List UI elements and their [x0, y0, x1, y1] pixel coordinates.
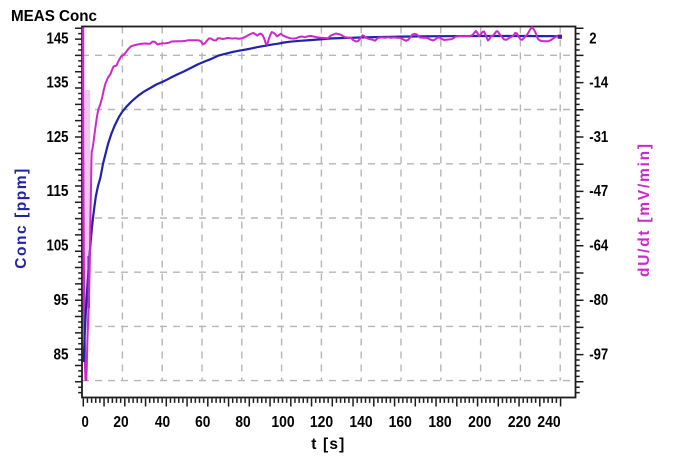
svg-text:-80: -80 — [589, 292, 608, 309]
svg-text:-14: -14 — [589, 74, 608, 91]
svg-text:220: 220 — [508, 414, 531, 431]
svg-text:125: 125 — [47, 129, 69, 146]
svg-text:-47: -47 — [589, 183, 608, 200]
svg-text:-64: -64 — [589, 238, 608, 255]
svg-text:-97: -97 — [589, 346, 608, 363]
svg-text:dU/dt [mV/min]: dU/dt [mV/min] — [636, 144, 653, 277]
svg-text:200: 200 — [468, 414, 491, 431]
svg-text:Conc [ppm]: Conc [ppm] — [13, 169, 30, 269]
svg-text:85: 85 — [54, 346, 69, 363]
svg-text:-31: -31 — [589, 129, 608, 146]
svg-text:180: 180 — [428, 414, 451, 431]
svg-text:135: 135 — [47, 74, 69, 91]
svg-text:95: 95 — [54, 292, 69, 309]
svg-text:20: 20 — [113, 414, 128, 431]
svg-text:80: 80 — [235, 414, 250, 431]
svg-text:140: 140 — [349, 414, 372, 431]
svg-text:105: 105 — [47, 238, 69, 255]
svg-text:115: 115 — [47, 183, 69, 200]
svg-text:2: 2 — [589, 31, 596, 48]
svg-text:100: 100 — [271, 414, 294, 431]
svg-text:t [s]: t [s] — [311, 436, 344, 453]
svg-text:160: 160 — [389, 414, 412, 431]
svg-text:40: 40 — [155, 414, 170, 431]
svg-text:145: 145 — [47, 31, 69, 48]
svg-text:0: 0 — [82, 414, 89, 431]
svg-text:MEAS Conc: MEAS Conc — [11, 8, 97, 25]
svg-text:120: 120 — [310, 414, 333, 431]
svg-text:240: 240 — [537, 414, 560, 431]
svg-text:60: 60 — [195, 414, 210, 431]
